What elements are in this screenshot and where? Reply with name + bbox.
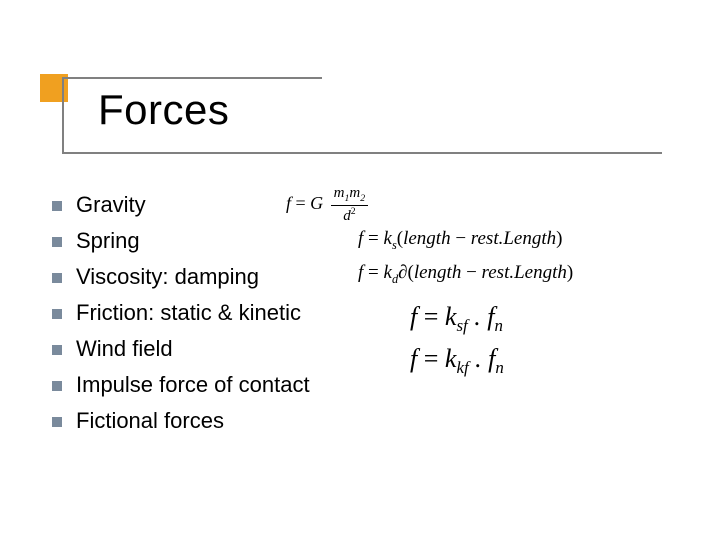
item-label: Spring <box>76 228 140 254</box>
item-label: Impulse force of contact <box>76 372 310 398</box>
bullet-icon <box>52 381 62 391</box>
list-item: Friction: static & kinetic <box>52 296 672 330</box>
list-item: Impulse force of contact <box>52 368 672 402</box>
list-item: Wind field <box>52 332 672 366</box>
slide-title: Forces <box>98 86 229 134</box>
bullet-icon <box>52 417 62 427</box>
bullet-icon <box>52 273 62 283</box>
item-label: Fictional forces <box>76 408 224 434</box>
formula-spring: f = ks(length − rest.Length) <box>358 228 562 253</box>
formula-gravity: f = G m1m2d2 <box>286 186 371 224</box>
rule-left <box>62 77 64 153</box>
formula-friction-static: f = ksf . fn <box>410 302 503 336</box>
formula-friction-kinetic: f = kkf . fn <box>410 344 504 378</box>
title-block: Forces <box>40 74 680 156</box>
item-label: Wind field <box>76 336 173 362</box>
formula-viscosity: f = kd∂(length − rest.Length) <box>358 262 573 287</box>
rule-top <box>62 77 322 79</box>
item-label: Gravity <box>76 192 146 218</box>
content-area: Gravity Spring Viscosity: damping Fricti… <box>52 188 672 440</box>
bullet-icon <box>52 237 62 247</box>
item-label: Friction: static & kinetic <box>76 300 301 326</box>
bullet-icon <box>52 309 62 319</box>
rule-bottom <box>62 152 662 154</box>
bullet-icon <box>52 201 62 211</box>
item-label: Viscosity: damping <box>76 264 259 290</box>
list-item: Fictional forces <box>52 404 672 438</box>
bullet-icon <box>52 345 62 355</box>
